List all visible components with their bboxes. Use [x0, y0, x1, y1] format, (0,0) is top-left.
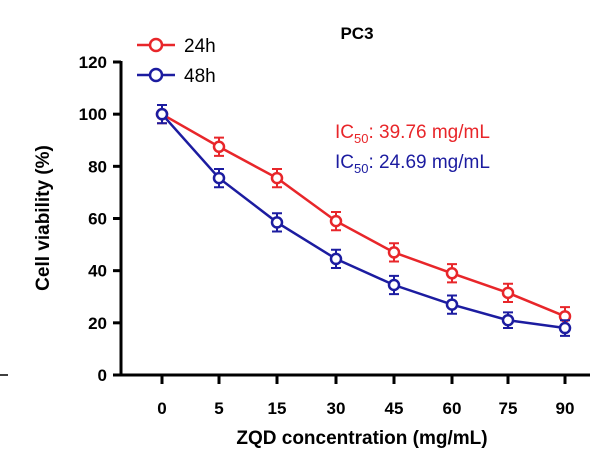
y-tick-label: 100	[79, 105, 107, 124]
x-tick-label: 30	[327, 399, 346, 418]
legend-item: 24h	[137, 36, 216, 57]
data-point	[329, 214, 343, 228]
y-tick-label: 120	[79, 53, 107, 72]
data-point	[501, 286, 515, 300]
data-point	[270, 171, 284, 185]
x-tick-label: 5	[214, 399, 223, 418]
data-point	[445, 267, 459, 280]
x-tick-label: 15	[268, 399, 287, 418]
y-tick-label: 40	[88, 262, 107, 281]
data-point	[558, 321, 572, 335]
series-48h	[155, 104, 572, 337]
data-point	[270, 216, 284, 229]
ic50-annotation: IC50: 39.76 mg/mL	[335, 122, 490, 146]
data-point	[329, 252, 343, 266]
y-tick-label: 60	[88, 210, 107, 229]
legend-item: 48h	[137, 66, 216, 87]
series-line	[161, 113, 566, 318]
x-tick-label: 90	[556, 399, 575, 418]
legend-label: 24h	[184, 36, 216, 57]
x-tick-label: 45	[385, 399, 404, 418]
legend-marker	[148, 67, 164, 83]
legend-label: 48h	[184, 66, 216, 87]
x-tick-label: 60	[443, 399, 462, 418]
data-point	[387, 246, 401, 259]
data-point	[212, 140, 226, 154]
data-point	[155, 107, 169, 121]
data-point	[387, 278, 401, 292]
y-axis-label: Cell viability (%)	[33, 145, 54, 291]
y-tick-label: 0	[98, 366, 107, 385]
chart-title: PC3	[340, 24, 373, 43]
y-tick-label: 20	[88, 314, 107, 333]
data-point	[445, 298, 459, 311]
data-point	[212, 171, 226, 185]
data-point	[501, 313, 515, 327]
series-line	[161, 113, 566, 330]
x-axis-label: ZQD concentration (mg/mL)	[236, 428, 487, 449]
x-tick-label: 75	[499, 399, 518, 418]
x-tick-label: 0	[157, 399, 166, 418]
ic50-annotation: IC50: 24.69 mg/mL	[335, 152, 490, 176]
legend-marker	[148, 37, 164, 53]
y-tick-label: 80	[88, 157, 107, 176]
